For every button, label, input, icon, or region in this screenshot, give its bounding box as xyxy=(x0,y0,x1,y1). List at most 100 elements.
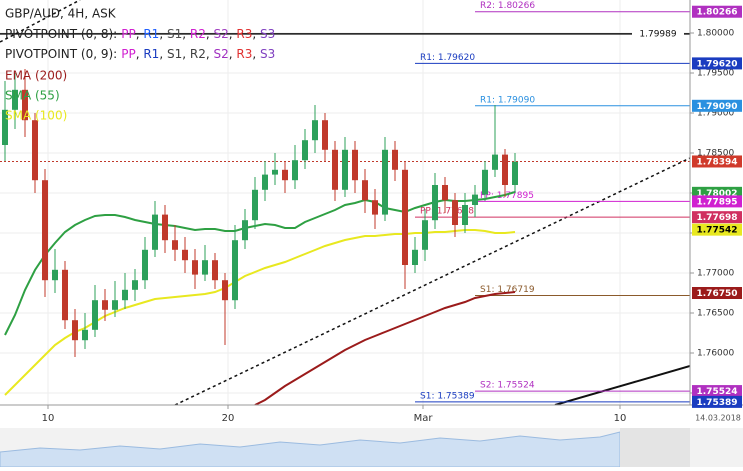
axis-marker xyxy=(692,223,742,236)
axis-marker-label: 1.77895 xyxy=(697,197,738,207)
pivot-label: PP: 1.77895 xyxy=(480,191,534,201)
axis-marker xyxy=(692,287,742,299)
candle-body xyxy=(402,169,408,265)
candle-body xyxy=(22,89,28,121)
legend-entry: EMA (200) xyxy=(5,69,67,83)
legend-separator: , xyxy=(229,27,237,41)
pivot-label-bg xyxy=(632,27,684,40)
axis-marker-label: 1.80266 xyxy=(697,8,738,18)
trend-line xyxy=(174,157,690,405)
candle-body xyxy=(362,180,368,201)
legend-separator: , xyxy=(182,27,190,41)
legend-separator: , xyxy=(229,47,237,61)
candle-body xyxy=(422,220,428,250)
candle-body xyxy=(2,109,8,145)
plot-area: R2: 1.80266 1.79989 R1: 1.79620 R1: 1.79090… xyxy=(0,0,690,405)
navigator-area xyxy=(0,431,621,468)
pivot-label: R2: 1.80266 xyxy=(480,1,535,11)
x-tick-label: 20 xyxy=(222,413,235,424)
pivot-label: R1: 1.79620 xyxy=(420,53,475,63)
candle-body xyxy=(252,189,258,221)
candle-body xyxy=(112,300,118,310)
chart-title: GBP/AUD, 4H, ASK xyxy=(5,7,117,21)
candle-body xyxy=(502,154,508,185)
candle-body xyxy=(262,174,268,190)
axis-marker-label: 1.78394 xyxy=(697,157,738,167)
axis-marker-label: 1.75524 xyxy=(697,387,738,397)
candle-body xyxy=(142,249,148,281)
axis-marker xyxy=(692,395,742,408)
candle-body xyxy=(72,320,78,341)
legend-pivot-label: PIVOTPOINT (0, 8): xyxy=(5,27,117,41)
legend-pivot-label: PIVOTPOINT (0, 9): xyxy=(5,47,117,61)
candle-body xyxy=(42,180,48,281)
candle-body xyxy=(392,149,398,170)
candle-body xyxy=(122,289,128,301)
candle-body xyxy=(82,329,88,341)
trend-line xyxy=(554,365,690,405)
pivot-label: R1: 1.79090 xyxy=(480,95,535,105)
axis-marker xyxy=(692,195,742,208)
axis-marker xyxy=(692,5,742,18)
y-axis: 1.800001.795001.790001.785001.780001.775… xyxy=(690,5,742,408)
y-tick-label: 1.80000 xyxy=(697,29,734,39)
candle-body xyxy=(272,169,278,175)
y-tick-label: 1.76500 xyxy=(697,309,734,319)
legend-entry: SMA (100) xyxy=(5,109,67,123)
candle-body xyxy=(462,205,468,225)
legend-pivot-level: R2 xyxy=(190,27,206,41)
candle-body xyxy=(292,160,298,181)
navigator-handle[interactable] xyxy=(620,428,690,467)
candle-body xyxy=(282,169,288,181)
legend-pivot-level: R1 xyxy=(143,47,159,61)
legend-pivot-level: R1 xyxy=(143,27,159,41)
axis-marker xyxy=(692,99,742,112)
candle-body xyxy=(312,120,318,141)
moving-average xyxy=(4,191,516,336)
legend-pivot-level: R3 xyxy=(236,27,252,41)
candle-body xyxy=(302,140,308,161)
axis-marker-label: 1.76750 xyxy=(697,289,738,299)
legend-pivot-level: S1 xyxy=(167,47,182,61)
pivot-label: 1.79989 xyxy=(639,29,676,39)
legend-pivot-level: R3 xyxy=(236,47,252,61)
candle-body xyxy=(202,260,208,275)
legend-separator: , xyxy=(159,27,167,41)
candle-body xyxy=(382,149,388,215)
axis-marker-label: 1.78002 xyxy=(697,189,738,199)
y-tick-label: 1.79000 xyxy=(697,109,734,119)
moving-average xyxy=(254,291,516,405)
legend: GBP/AUD, 4H, ASK EMA (200) SMA (55) SMA (1… xyxy=(5,7,275,123)
legend-entry: SMA (55) xyxy=(5,89,60,103)
candle-body xyxy=(352,149,358,181)
candle-body xyxy=(132,280,138,290)
axis-marker-label: 1.75389 xyxy=(697,398,738,408)
axis-marker-label: 1.79620 xyxy=(697,59,738,69)
pivot-label: S1: 1.76719 xyxy=(480,285,535,295)
candle-body xyxy=(92,300,98,330)
y-tick-label: 1.77000 xyxy=(697,269,734,279)
x-tick-label: 10 xyxy=(42,413,55,424)
legend-pivot-level: S1 xyxy=(167,27,182,41)
legend-separator: , xyxy=(136,47,144,61)
candle-body xyxy=(342,149,348,190)
pivot-label: S1: 1.75389 xyxy=(420,391,475,401)
candle-body xyxy=(52,269,58,281)
candle-body xyxy=(472,194,478,205)
pivot-label: S2: 1.75524 xyxy=(480,381,535,391)
candle-body xyxy=(12,89,18,110)
moving-average xyxy=(4,229,516,396)
pivot-label: PP: 1.77698 xyxy=(420,207,474,217)
legend-pivot-level: PP xyxy=(121,27,135,41)
candle-body xyxy=(192,260,198,275)
legend-pivot: PIVOTPOINT (0, 8): PP, R1, S1, R2, S2, R3… xyxy=(5,27,275,41)
candle-body xyxy=(372,200,378,215)
legend-separator: , xyxy=(206,27,214,41)
legend-separator: , xyxy=(136,27,144,41)
candle-body xyxy=(222,280,228,301)
x-tick-label: Mar xyxy=(414,413,434,424)
y-tick-label: 1.78500 xyxy=(697,149,734,159)
axis-marker xyxy=(692,57,742,70)
date-label: 14.03.2018 xyxy=(695,414,741,423)
